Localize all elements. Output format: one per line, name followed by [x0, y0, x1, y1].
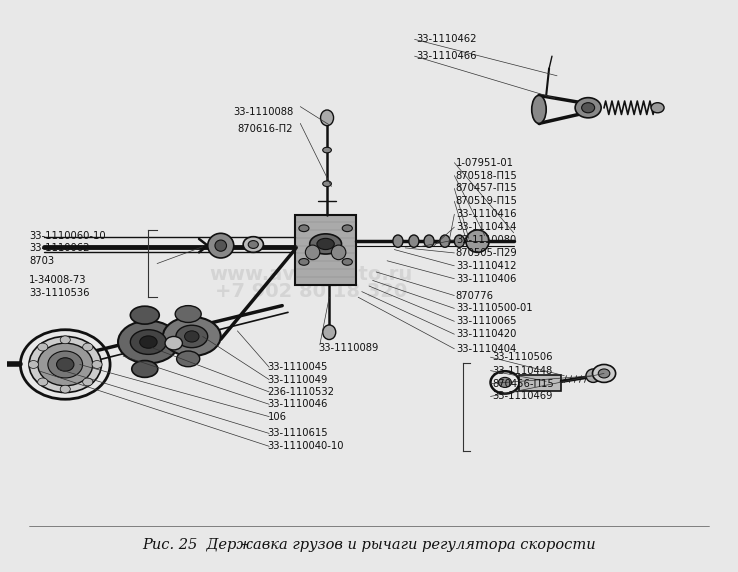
Ellipse shape — [38, 378, 48, 386]
Ellipse shape — [599, 369, 610, 378]
Ellipse shape — [455, 235, 464, 247]
Text: 33-1110420: 33-1110420 — [456, 329, 516, 339]
Ellipse shape — [176, 325, 207, 348]
Ellipse shape — [310, 234, 342, 254]
Text: 33-1110448: 33-1110448 — [492, 366, 552, 376]
Text: 33-1110416: 33-1110416 — [456, 209, 517, 219]
Ellipse shape — [83, 343, 93, 351]
Ellipse shape — [582, 103, 595, 113]
Ellipse shape — [163, 317, 221, 356]
Ellipse shape — [132, 360, 158, 378]
Text: 33-1110049: 33-1110049 — [268, 375, 328, 384]
Text: 236-1110532: 236-1110532 — [268, 387, 335, 397]
Text: 33-1110615: 33-1110615 — [268, 428, 328, 438]
Text: 8703: 8703 — [29, 256, 54, 267]
Ellipse shape — [131, 306, 159, 324]
Ellipse shape — [38, 343, 93, 386]
Ellipse shape — [207, 233, 234, 258]
Ellipse shape — [61, 336, 70, 344]
Ellipse shape — [393, 235, 403, 247]
Ellipse shape — [48, 351, 83, 378]
Ellipse shape — [342, 259, 352, 265]
Ellipse shape — [498, 378, 511, 387]
Ellipse shape — [531, 96, 546, 124]
Text: 33-1110062: 33-1110062 — [29, 244, 89, 253]
Ellipse shape — [320, 110, 334, 126]
Text: 33-1110412: 33-1110412 — [456, 261, 517, 271]
Ellipse shape — [586, 369, 601, 383]
Text: 33-1110060-10: 33-1110060-10 — [29, 231, 106, 241]
Ellipse shape — [248, 241, 258, 248]
Ellipse shape — [92, 360, 102, 368]
Text: 33-1110088: 33-1110088 — [232, 107, 293, 117]
Ellipse shape — [131, 329, 167, 355]
Text: 33-1110414: 33-1110414 — [456, 222, 516, 232]
Text: 870616-П2: 870616-П2 — [238, 124, 293, 134]
Ellipse shape — [593, 364, 615, 383]
Ellipse shape — [139, 336, 157, 348]
Text: 33-1110080: 33-1110080 — [456, 235, 516, 245]
Ellipse shape — [424, 235, 434, 247]
Text: www.averoauto.ru: www.averoauto.ru — [210, 265, 413, 284]
Text: 870505-П29: 870505-П29 — [456, 248, 517, 258]
Ellipse shape — [323, 181, 331, 186]
Text: 1-34008-73: 1-34008-73 — [29, 275, 86, 285]
Text: 33-1110089: 33-1110089 — [318, 343, 379, 353]
Ellipse shape — [651, 103, 664, 113]
Ellipse shape — [243, 237, 263, 252]
Ellipse shape — [184, 331, 199, 342]
Bar — [520, 375, 562, 391]
Text: 33-1110406: 33-1110406 — [456, 274, 516, 284]
Ellipse shape — [83, 378, 93, 386]
Text: 33-1110536: 33-1110536 — [29, 288, 89, 298]
Text: 33-1110404: 33-1110404 — [456, 344, 516, 354]
Text: 1-07951-01: 1-07951-01 — [456, 158, 514, 168]
Ellipse shape — [466, 230, 489, 252]
Text: 870457-П15: 870457-П15 — [456, 184, 517, 193]
Bar — [295, 214, 356, 285]
Ellipse shape — [38, 343, 48, 351]
Ellipse shape — [118, 321, 179, 363]
Ellipse shape — [299, 225, 309, 232]
Ellipse shape — [57, 358, 74, 371]
Ellipse shape — [331, 245, 346, 260]
Ellipse shape — [215, 240, 227, 251]
Ellipse shape — [575, 98, 601, 118]
Ellipse shape — [175, 305, 201, 323]
Text: 33-1110040-10: 33-1110040-10 — [268, 442, 344, 451]
Ellipse shape — [342, 225, 352, 232]
Ellipse shape — [323, 325, 336, 340]
Text: 870519-П15: 870519-П15 — [456, 196, 517, 206]
Text: Рис. 25  Державка грузов и рычаги регулятора скорости: Рис. 25 Державка грузов и рычаги регулят… — [142, 538, 596, 552]
Ellipse shape — [299, 259, 309, 265]
Ellipse shape — [440, 235, 450, 247]
Text: 870456-П15: 870456-П15 — [492, 379, 554, 388]
Ellipse shape — [28, 360, 38, 368]
Ellipse shape — [165, 336, 182, 350]
Text: 33-1110466: 33-1110466 — [416, 51, 477, 61]
Text: +7 902 80 18 320: +7 902 80 18 320 — [215, 282, 407, 301]
Text: 33-1110045: 33-1110045 — [268, 362, 328, 372]
Ellipse shape — [409, 235, 419, 247]
Text: 870518-П15: 870518-П15 — [456, 170, 517, 181]
Ellipse shape — [323, 147, 331, 153]
Text: 33-1110469: 33-1110469 — [492, 391, 553, 402]
Ellipse shape — [176, 351, 200, 367]
Ellipse shape — [306, 245, 320, 260]
Text: 33-1110046: 33-1110046 — [268, 399, 328, 410]
Text: 106: 106 — [268, 412, 287, 422]
Text: 33-1110462: 33-1110462 — [416, 34, 477, 45]
Ellipse shape — [29, 336, 101, 392]
Text: 33-1110506: 33-1110506 — [492, 352, 553, 362]
Text: 870776: 870776 — [456, 291, 494, 300]
Text: 33-1110065: 33-1110065 — [456, 316, 517, 326]
Ellipse shape — [317, 239, 334, 249]
Ellipse shape — [61, 385, 70, 393]
Text: 33-1110500-01: 33-1110500-01 — [456, 303, 532, 313]
